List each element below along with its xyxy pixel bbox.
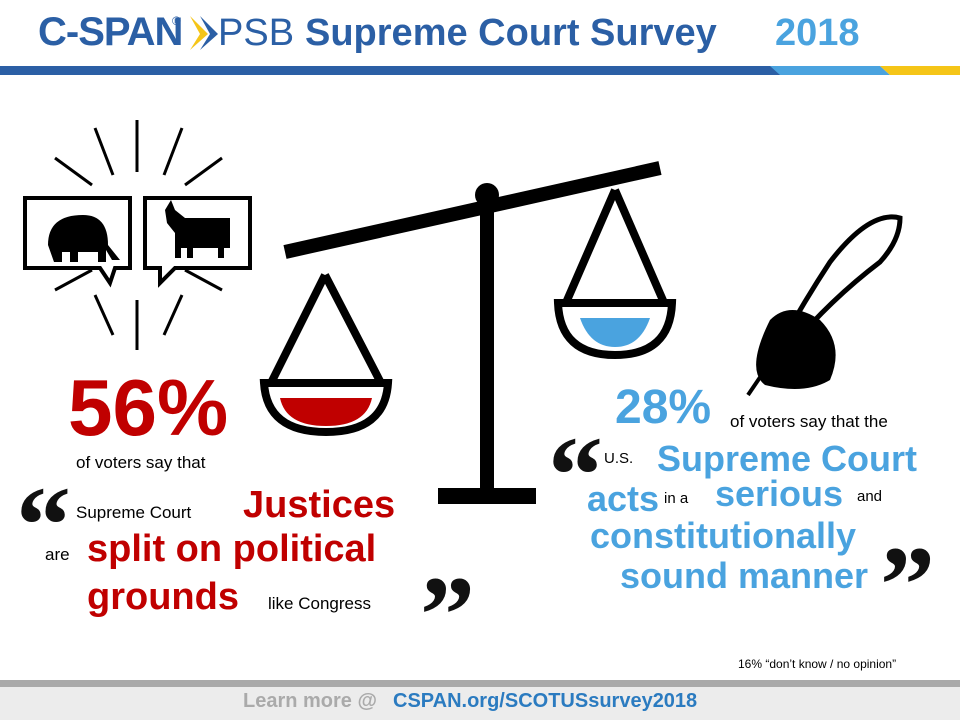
quote-text: like Congress	[268, 594, 371, 613]
footer-lead: Learn more @	[243, 690, 377, 712]
logo: C-SPAN	[38, 10, 183, 54]
logo-mark: ®	[172, 14, 181, 28]
quote-emphasis: Supreme Court	[657, 438, 918, 479]
quote-emphasis: grounds	[87, 576, 239, 618]
quote-emphasis: constitutionally	[590, 515, 857, 556]
quote-emphasis: serious	[715, 473, 844, 514]
quote-text: are	[45, 545, 70, 564]
scale	[259, 161, 677, 504]
psb-logo-mark	[200, 16, 218, 50]
elephant-icon	[48, 215, 120, 262]
quote-text: in a	[664, 490, 689, 507]
header-stripe	[770, 66, 890, 75]
header-stripe	[880, 66, 960, 75]
left-percent: 56%	[68, 363, 229, 452]
open-quote: “	[16, 464, 71, 586]
quote-text: Supreme Court	[76, 503, 192, 522]
partner-logo: PSB	[218, 12, 295, 54]
quote-emphasis: split on political	[87, 528, 377, 570]
right-lead: of voters say that the	[730, 412, 888, 431]
quote-emphasis: acts	[587, 478, 660, 519]
title-year: 2018	[775, 12, 860, 54]
close-quote: ”	[880, 524, 935, 646]
quote-emphasis: sound manner	[620, 555, 869, 596]
footer-rule	[0, 680, 960, 687]
quote-text: U.S.	[604, 450, 634, 467]
rays	[54, 120, 223, 350]
quote-text: and	[857, 488, 883, 505]
note: 16% “don’t know / no opinion”	[738, 657, 897, 671]
quill-icon	[746, 214, 903, 397]
close-quote: ”	[420, 554, 475, 676]
header-stripe	[0, 66, 780, 75]
footer-band	[0, 687, 960, 720]
left-lead: of voters say that	[76, 453, 206, 472]
title: Supreme Court Survey	[305, 12, 717, 54]
open-quote: “	[548, 414, 603, 536]
right-percent: 28%	[615, 381, 712, 434]
footer-link[interactable]: CSPAN.org/SCOTUSsurvey2018	[393, 690, 698, 712]
psb-logo-mark	[190, 16, 208, 50]
donkey-icon	[165, 200, 230, 258]
quote-emphasis: Justices	[243, 484, 396, 526]
